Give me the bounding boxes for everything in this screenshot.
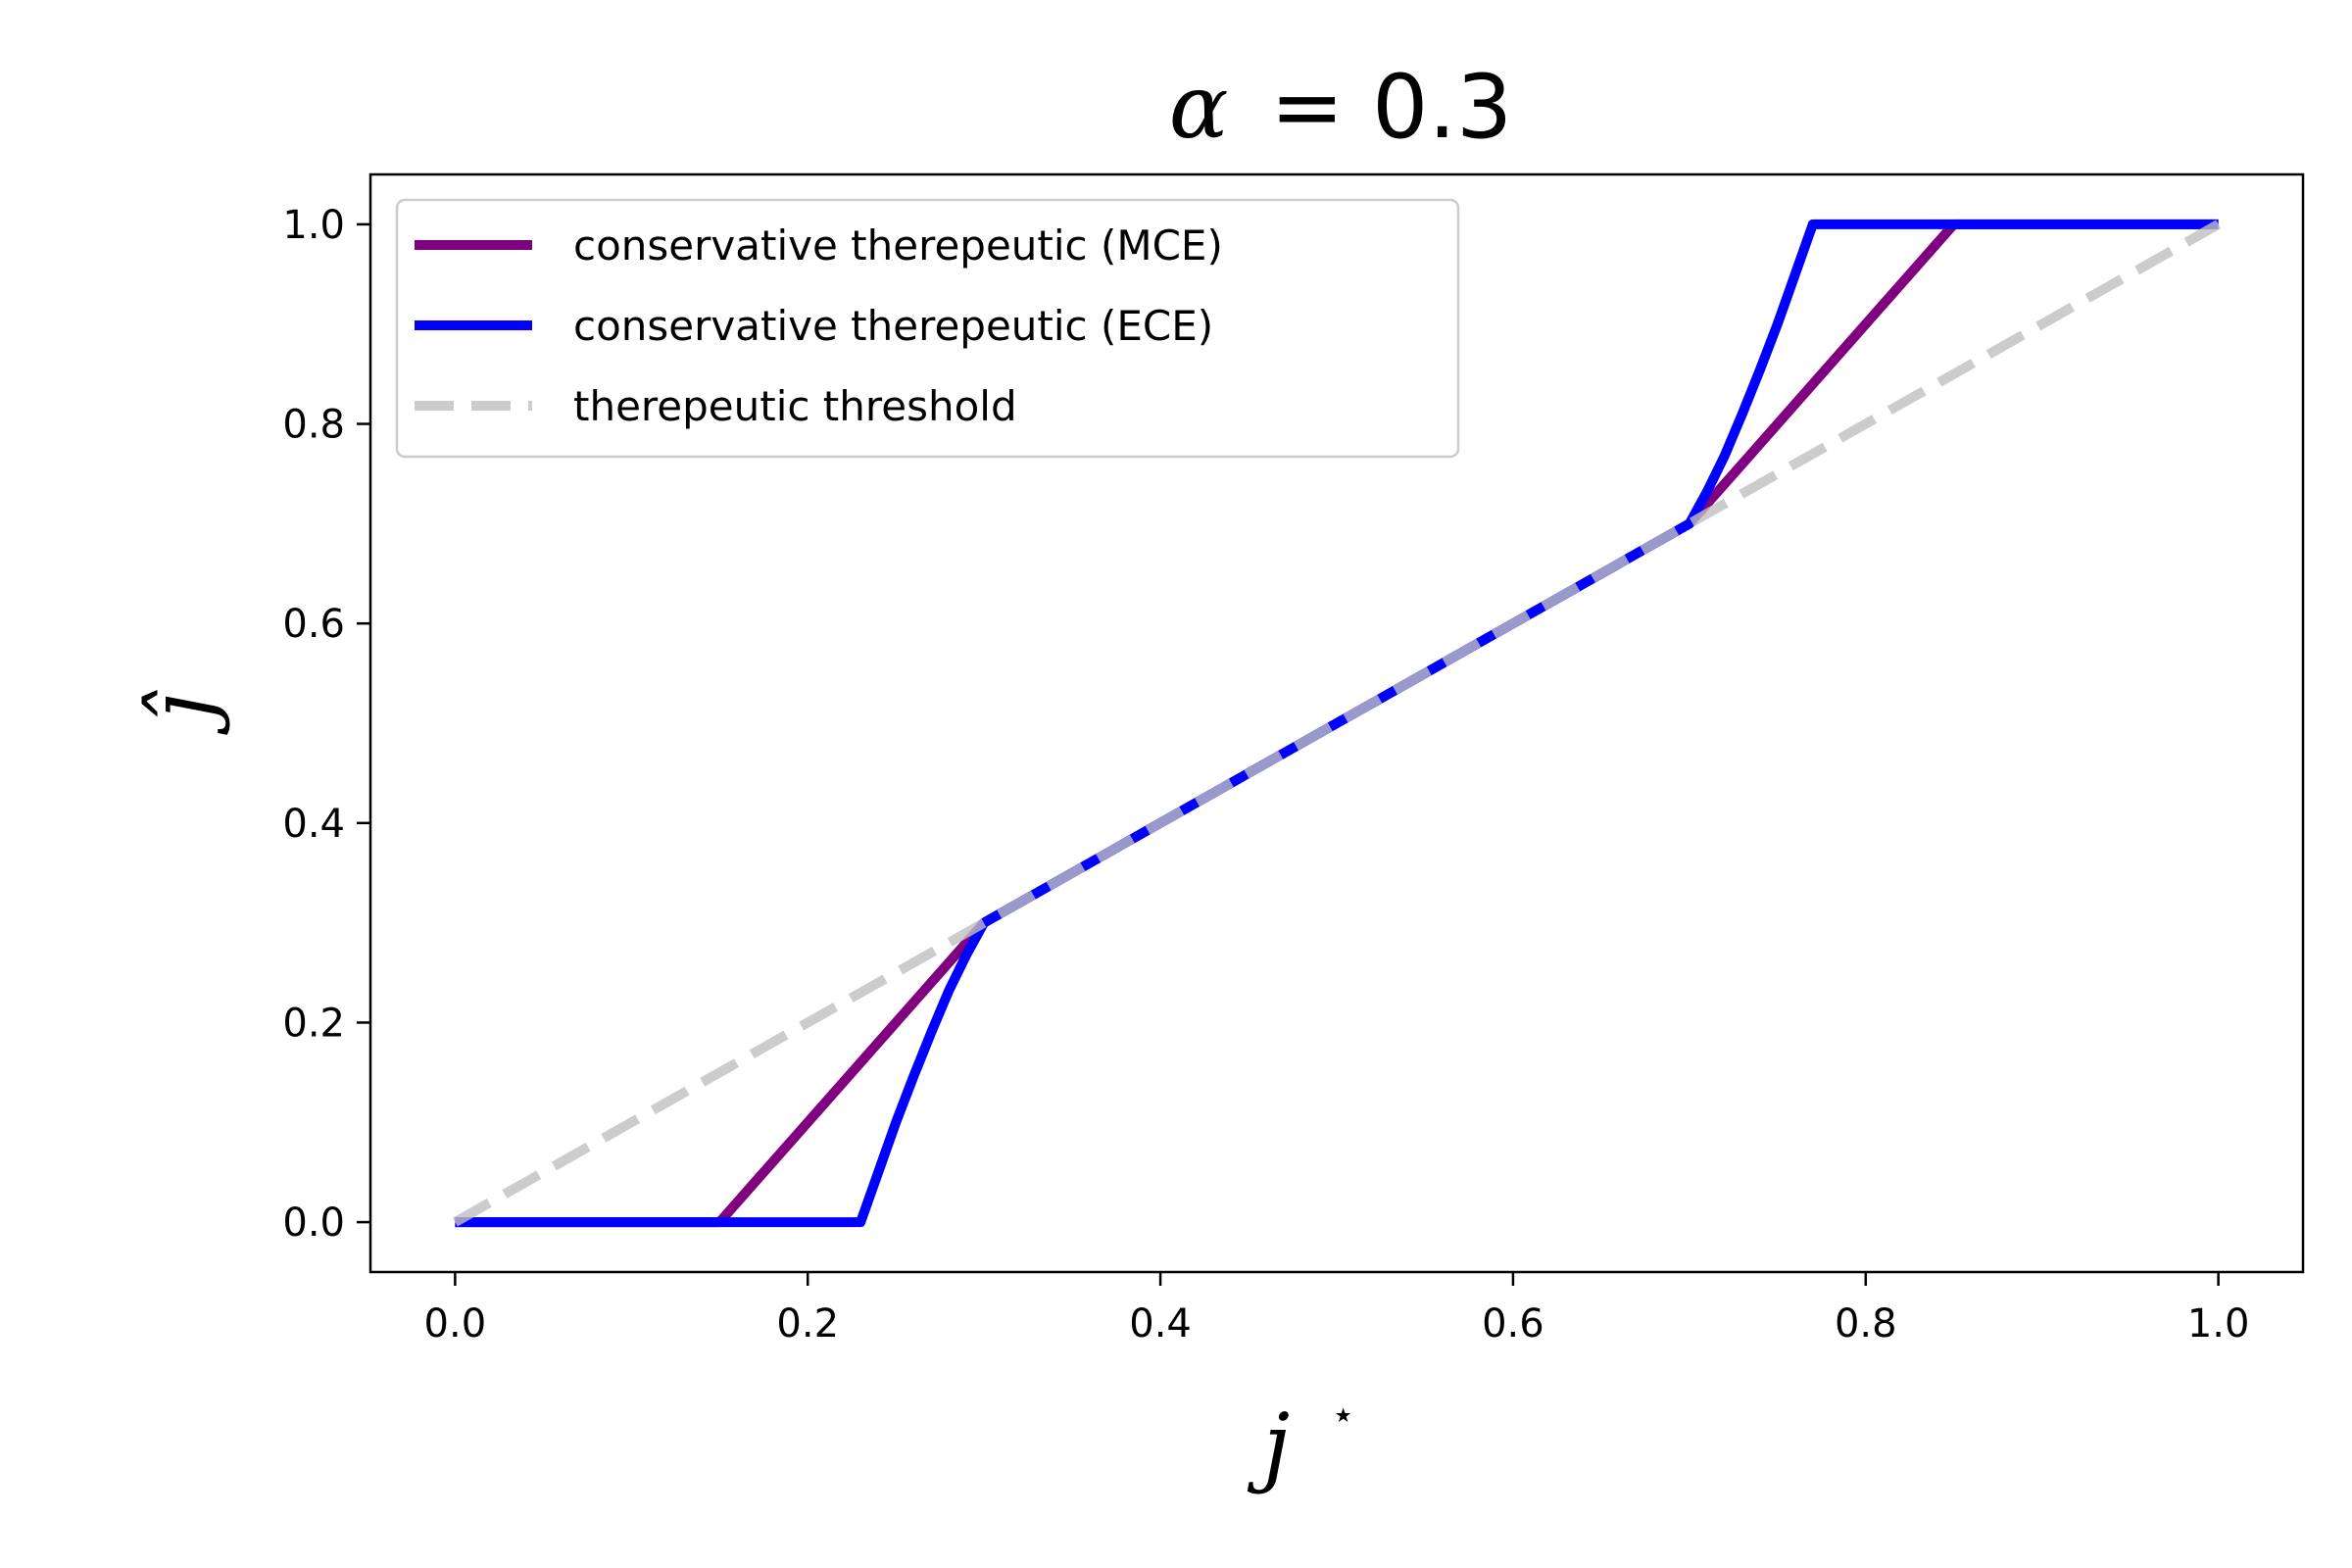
x-tick-label: 0.2 [776, 1301, 839, 1347]
series-line-conservative-therepeutic-ece [455, 219, 2219, 1228]
y-tick-label: 0.2 [282, 1001, 345, 1046]
plot-area [368, 172, 2305, 1274]
y-tick-label: 0.0 [282, 1200, 345, 1246]
x-axis-label: j ⋆ [1247, 1393, 1355, 1495]
x-axis-label-main: j [1247, 1395, 1290, 1495]
legend-label: conservative therepeutic (ECE) [573, 302, 1213, 350]
x-tick-label: 1.0 [2187, 1301, 2250, 1347]
y-tick-label: 0.6 [282, 602, 345, 647]
x-tick-label: 0.0 [424, 1301, 487, 1347]
chart-title: α = 0.3 [1169, 56, 1513, 159]
y-tick-label: 0.8 [282, 403, 345, 448]
y-tick-label: 0.4 [282, 802, 345, 847]
x-tick-label: 0.6 [1482, 1301, 1544, 1347]
legend-label: therepeutic threshold [573, 382, 1017, 430]
x-tick-label: 0.4 [1129, 1301, 1192, 1347]
series-layer [452, 219, 2222, 1228]
legend-frame [395, 198, 1460, 459]
legend-label: conservative therepeutic (MCE) [573, 221, 1223, 270]
title-symbol: α [1169, 56, 1229, 159]
x-tick-label: 0.8 [1835, 1301, 1897, 1347]
y-axis-label: ĵ [130, 690, 231, 736]
title-value: = 0.3 [1270, 56, 1512, 159]
y-tick-label: 1.0 [282, 203, 345, 248]
x-axis-label-superscript: ⋆ [1331, 1393, 1355, 1438]
axis-ticks: 0.0 0.2 0.4 0.6 0.8 1.0 0.0 0.2 0.4 0.6 0.8 1.0 [282, 203, 2249, 1347]
legend: conservative therepeutic (MCE) conservati… [395, 198, 1460, 459]
